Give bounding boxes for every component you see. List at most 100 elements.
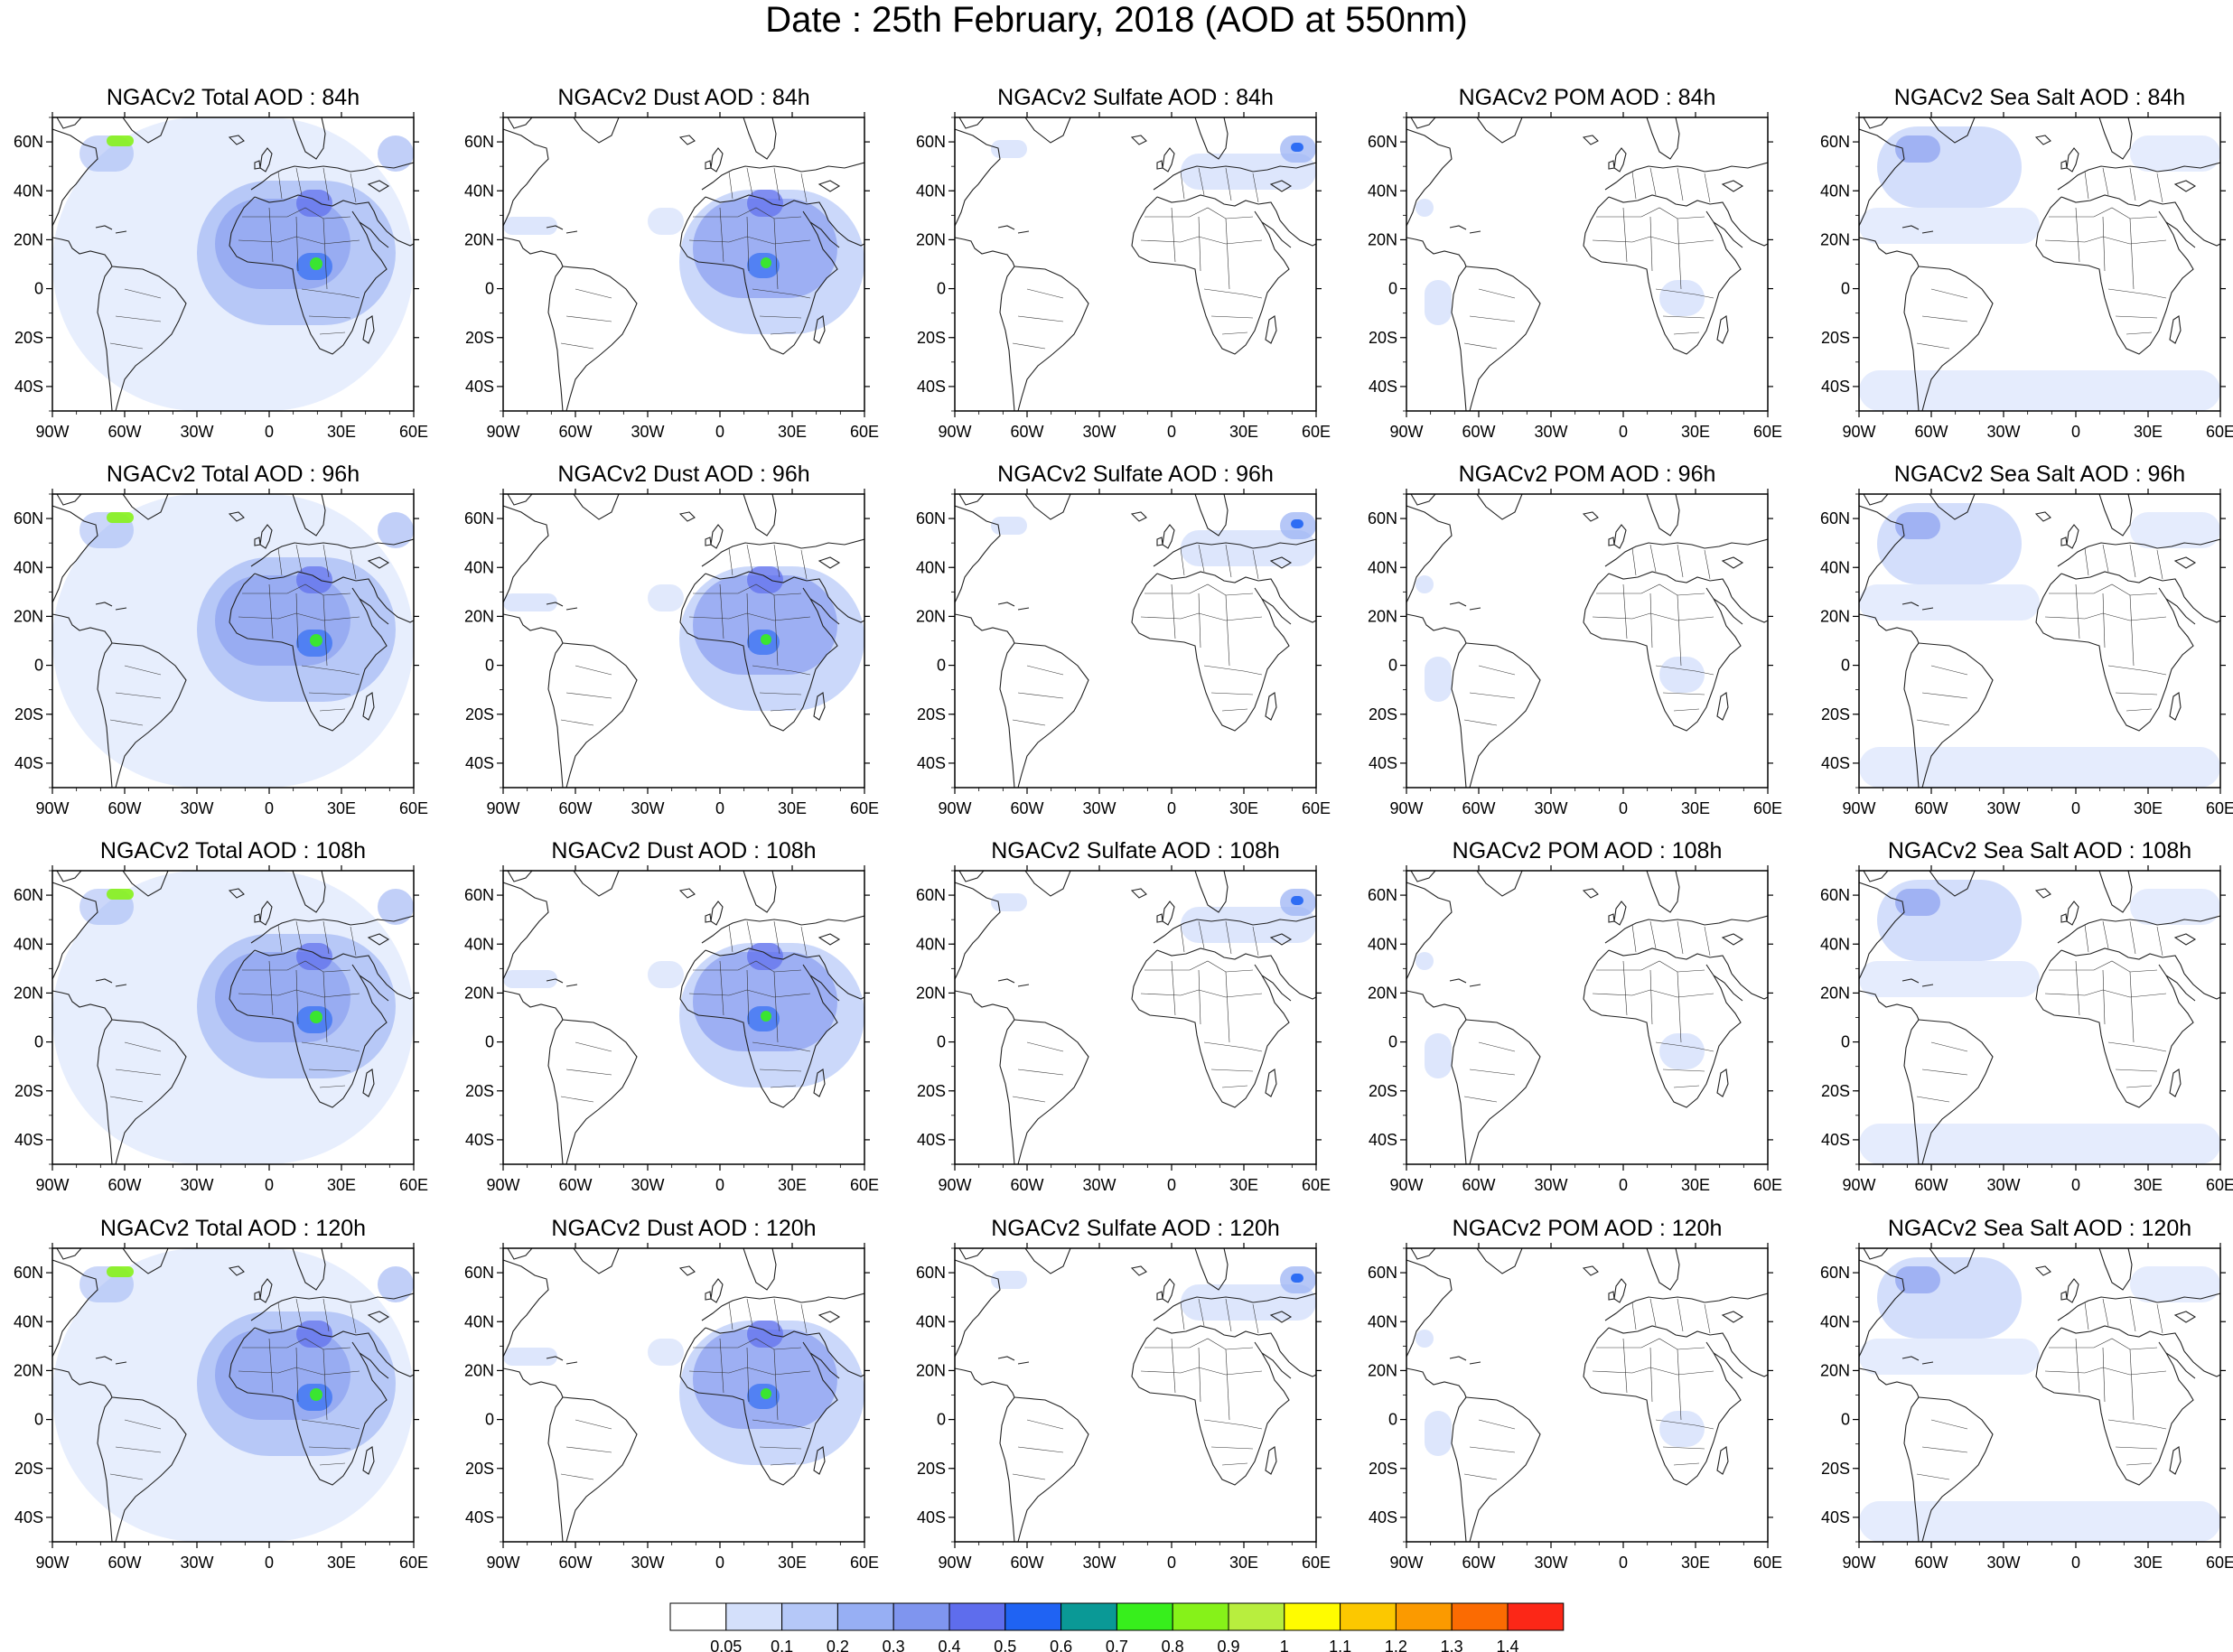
lon-tick-label: 30W xyxy=(180,1176,213,1194)
lat-tick-label: 0 xyxy=(1841,1033,1850,1051)
aod-area xyxy=(1895,1266,1940,1293)
lat-tick-label: 20S xyxy=(465,329,494,347)
aod-area xyxy=(378,135,414,172)
panel-title: NGACv2 POM AOD : 96h xyxy=(1459,462,1716,487)
lon-tick-label: 30W xyxy=(1082,799,1116,817)
aod-area xyxy=(761,257,771,268)
lon-tick-label: 90W xyxy=(1842,1176,1875,1194)
lon-tick-label: 60W xyxy=(1462,799,1495,817)
lon-tick-label: 30E xyxy=(778,799,807,817)
lon-tick-label: 30E xyxy=(2134,799,2163,817)
lon-tick-label: 30E xyxy=(327,1176,356,1194)
aod-area xyxy=(1291,519,1303,528)
aod-area xyxy=(1415,199,1434,217)
colorbar-label: 0.6 xyxy=(1050,1638,1072,1652)
lon-tick-label: 60W xyxy=(1010,1554,1043,1572)
lat-tick-label: 20S xyxy=(1369,1082,1397,1100)
lat-tick-label: 40N xyxy=(1820,1312,1850,1330)
lon-tick-label: 60E xyxy=(850,423,879,441)
lon-tick-label: 30E xyxy=(1681,1554,1710,1572)
lon-tick-label: 0 xyxy=(1619,423,1628,441)
panel-title: NGACv2 Sea Salt AOD : 108h xyxy=(1888,838,2191,863)
lon-tick-label: 60E xyxy=(399,799,428,817)
lon-tick-label: 30W xyxy=(631,423,664,441)
lon-tick-label: 60W xyxy=(1914,423,1948,441)
lat-tick-label: 40S xyxy=(14,378,43,396)
aod-area xyxy=(1659,280,1705,316)
panel-title: NGACv2 Dust AOD : 84h xyxy=(557,85,809,110)
aerosol-field xyxy=(1415,199,1705,325)
lon-tick-label: 30W xyxy=(1986,1176,2020,1194)
map-panel: NGACv2 Sulfate AOD : 108h 90W 60W 30W 0 30E 60… xyxy=(916,838,1331,1194)
aod-area xyxy=(2130,1266,2220,1302)
lon-tick-label: 60E xyxy=(850,1554,879,1572)
lon-tick-label: 30W xyxy=(1082,1176,1116,1194)
lon-tick-label: 60E xyxy=(2206,1554,2233,1572)
lat-tick-label: 60N xyxy=(464,886,494,904)
lat-tick-label: 0 xyxy=(1388,1033,1397,1051)
colorbar-label: 0.1 xyxy=(771,1638,793,1652)
lat-tick-label: 60N xyxy=(14,1264,43,1282)
aerosol-field xyxy=(503,566,864,711)
aerosol-field xyxy=(503,943,864,1087)
lon-tick-label: 30E xyxy=(2134,1554,2163,1572)
map-panel: NGACv2 Total AOD : 120h 90W 60W 30W 0 30E 60E 6… xyxy=(14,1216,428,1572)
lon-tick-label: 0 xyxy=(265,799,274,817)
panel-title: NGACv2 Sulfate AOD : 84h xyxy=(997,85,1274,110)
lat-tick-label: 20S xyxy=(465,1460,494,1478)
aod-area xyxy=(1415,575,1434,593)
lon-tick-label: 0 xyxy=(715,1554,724,1572)
aerosol-field xyxy=(1415,575,1705,702)
lon-tick-label: 60E xyxy=(1302,799,1331,817)
colorbar-swatch xyxy=(1004,1602,1062,1631)
lon-tick-label: 0 xyxy=(715,423,724,441)
lat-tick-label: 0 xyxy=(34,280,43,298)
map-background xyxy=(1406,117,1768,411)
lon-tick-label: 30W xyxy=(1534,1176,1567,1194)
lon-tick-label: 30E xyxy=(2134,1176,2163,1194)
lat-tick-label: 0 xyxy=(485,1411,494,1429)
lat-tick-label: 40S xyxy=(917,1508,946,1526)
map-panel: NGACv2 Sea Salt AOD : 84h 90W 60W 30W 0 30E 60… xyxy=(1820,85,2233,441)
lat-tick-label: 0 xyxy=(937,657,946,675)
aod-area xyxy=(1291,896,1303,905)
aod-area xyxy=(1659,657,1705,693)
lat-tick-label: 40N xyxy=(916,182,946,200)
lon-tick-label: 60E xyxy=(1302,1176,1331,1194)
aerosol-field xyxy=(52,117,414,411)
map-panel: NGACv2 Sulfate AOD : 96h 90W 60W 30W 0 30E 60E… xyxy=(916,462,1331,817)
lon-tick-label: 30E xyxy=(2134,423,2163,441)
colorbar-swatch xyxy=(1284,1602,1341,1631)
lon-tick-label: 30W xyxy=(180,1554,213,1572)
colorbar-label: 0.7 xyxy=(1106,1638,1128,1652)
lat-tick-label: 20N xyxy=(1368,984,1397,1002)
lat-tick-label: 60N xyxy=(464,133,494,151)
lat-tick-label: 20S xyxy=(465,705,494,723)
lon-tick-label: 60W xyxy=(1914,1176,1948,1194)
aerosol-field xyxy=(1859,503,2220,788)
lat-tick-label: 20N xyxy=(1368,1361,1397,1379)
lat-tick-label: 20N xyxy=(464,607,494,625)
lon-tick-label: 30W xyxy=(631,799,664,817)
colorbar-swatch xyxy=(781,1602,838,1631)
aod-area xyxy=(215,199,350,289)
lon-tick-label: 60W xyxy=(1462,423,1495,441)
colorbar-swatch xyxy=(1340,1602,1397,1631)
lon-tick-label: 30W xyxy=(631,1176,664,1194)
lat-tick-label: 0 xyxy=(1388,657,1397,675)
lat-tick-label: 40S xyxy=(465,754,494,772)
lon-tick-label: 60E xyxy=(399,1176,428,1194)
lon-tick-label: 90W xyxy=(35,1176,69,1194)
colorbar-swatch xyxy=(1507,1602,1565,1631)
lon-tick-label: 90W xyxy=(35,1554,69,1572)
colorbar-swatch xyxy=(948,1602,1006,1631)
lat-tick-label: 20N xyxy=(1368,607,1397,625)
lon-tick-label: 60E xyxy=(1753,423,1782,441)
aod-area xyxy=(991,517,1027,535)
lon-tick-label: 90W xyxy=(1842,1554,1875,1572)
lon-tick-label: 90W xyxy=(486,1554,519,1572)
lon-tick-label: 90W xyxy=(1389,1554,1423,1572)
lat-tick-label: 0 xyxy=(34,657,43,675)
aod-area xyxy=(503,593,557,611)
aod-area xyxy=(107,889,134,900)
